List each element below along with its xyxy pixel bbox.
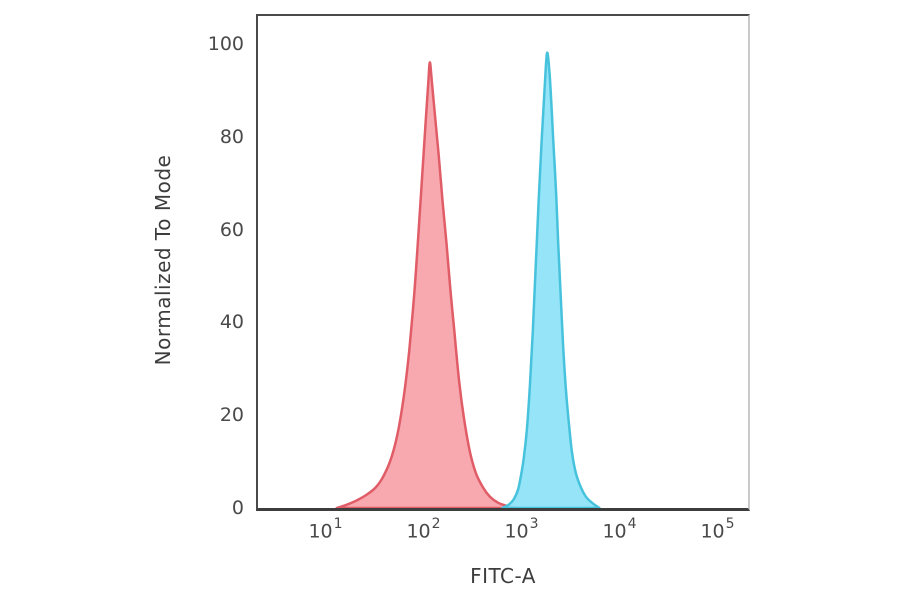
- x-tick-base: 10: [406, 520, 431, 543]
- x-tick-label-10e4: 104: [602, 516, 637, 543]
- cyan-filled-peak-curve: [501, 51, 601, 508]
- y-tick-label-20: 20: [219, 404, 244, 427]
- x-tick-base: 10: [602, 520, 627, 543]
- y-tick-label-80: 80: [219, 125, 244, 148]
- x-axis-title: FITC-A: [470, 564, 536, 588]
- x-tick-exponent: 5: [725, 516, 735, 532]
- x-tick-exponent: 2: [431, 516, 441, 532]
- x-tick-exponent: 1: [333, 516, 343, 532]
- x-tick-label-10e1: 101: [308, 516, 343, 543]
- x-tick-label-10e5: 105: [700, 516, 735, 543]
- y-tick-label-100: 100: [207, 32, 244, 55]
- x-tick-base: 10: [504, 520, 529, 543]
- y-tick-label-0: 0: [231, 497, 244, 519]
- x-tick-base: 10: [700, 520, 725, 543]
- histogram-curves-canvas: [335, 51, 601, 508]
- x-tick-label-10e3: 103: [504, 516, 539, 543]
- x-tick-exponent: 3: [529, 516, 539, 532]
- y-axis-title: Normalized To Mode: [151, 154, 175, 366]
- red-filled-peak-curve: [335, 61, 518, 508]
- x-tick-label-10e2: 102: [406, 516, 441, 543]
- x-tick-exponent: 4: [627, 516, 637, 532]
- plot-area: [256, 14, 750, 511]
- y-tick-label-60: 60: [219, 218, 244, 241]
- y-tick-label-40: 40: [219, 311, 244, 334]
- x-tick-base: 10: [308, 520, 333, 543]
